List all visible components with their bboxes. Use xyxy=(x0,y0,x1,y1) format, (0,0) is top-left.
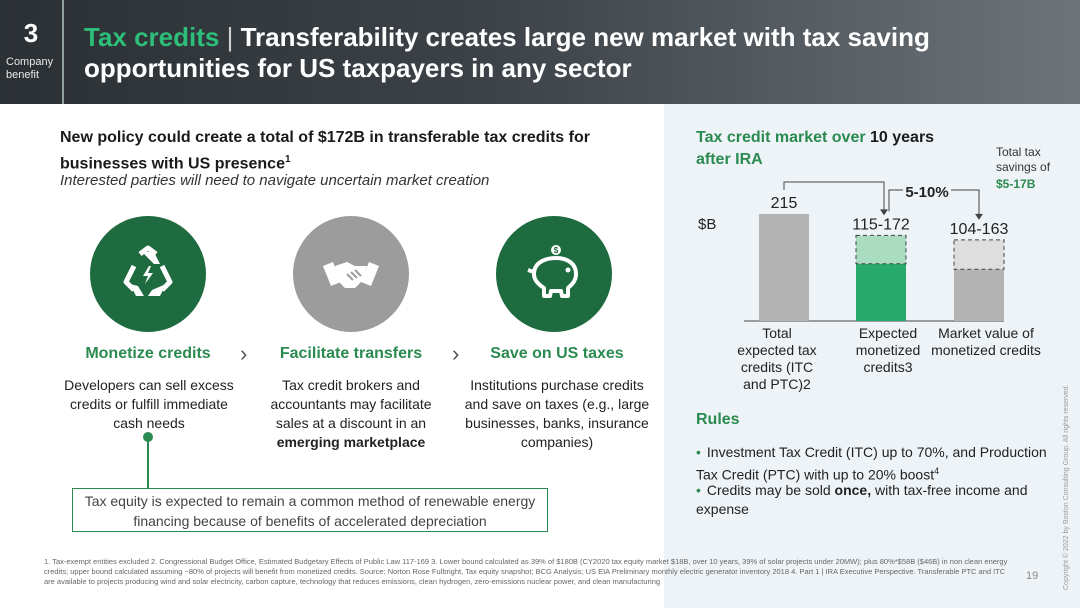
facilitate-circle xyxy=(293,216,409,332)
tax-equity-note: Tax equity is expected to remain a commo… xyxy=(72,488,548,532)
svg-text:$: $ xyxy=(554,246,559,255)
chart-title: Tax credit market over 10 years after IR… xyxy=(696,129,935,168)
intro-subheading: Interested parties will need to navigate… xyxy=(60,172,490,189)
page-number: 19 xyxy=(1026,570,1039,582)
connector-arrowhead xyxy=(975,213,983,220)
connector-line xyxy=(147,436,149,488)
annotation-percent: 5-10% xyxy=(905,184,948,201)
bar-monetized-range xyxy=(855,234,907,265)
rule-item: • Investment Tax Credit (ITC) up to 70%, … xyxy=(696,444,1047,483)
category-label: Expected monetized credits3 xyxy=(855,325,921,375)
step-desc-facilitate: Tax credit brokers and accountants may f… xyxy=(270,377,432,450)
section-marker: 3 Company benefit xyxy=(0,0,64,104)
intro-heading: New policy could create a total of $172B… xyxy=(60,129,590,173)
copyright: Copyright © 2022 by Boston Consulting Gr… xyxy=(1063,384,1070,590)
title-rest: Transferability creates large new market… xyxy=(84,22,930,83)
category-label: Total expected tax credits (ITC and PTC)… xyxy=(737,325,817,392)
right-panel xyxy=(664,104,1080,608)
chevron-right-icon: › xyxy=(240,341,248,366)
rule-item: • Credits may be sold once, with tax-free… xyxy=(696,482,1028,517)
step-title-save: Save on US taxes xyxy=(490,345,624,362)
bar-market-range xyxy=(953,239,1005,270)
value-label-monetized: 115-172 xyxy=(852,216,910,233)
section-label: Company benefit xyxy=(6,56,54,81)
step-title-facilitate: Facilitate transfers xyxy=(279,345,423,362)
title-separator: | xyxy=(226,22,234,52)
bar-market xyxy=(954,269,1004,321)
recycle-energy-icon xyxy=(123,245,173,296)
annotation-bg xyxy=(903,183,951,201)
tax-savings-value: $5-17B xyxy=(996,177,1036,191)
step-desc-monetize: Developers can sell excess credits or fu… xyxy=(64,377,234,431)
bar-total xyxy=(759,214,809,321)
section-number: 3 xyxy=(23,18,39,48)
piggy-bank-icon: $ xyxy=(527,245,578,298)
category-label: Market value of monetized credits xyxy=(931,325,1041,358)
tax-credit-chart: $B 215 115-172 104-163 5-10% xyxy=(698,181,1009,322)
handshake-icon xyxy=(323,262,379,288)
monetize-circle xyxy=(90,216,206,332)
title-highlight: Tax credits xyxy=(84,22,220,52)
connector-total-to-monetized xyxy=(783,181,885,212)
header-banner: 3 Company benefit Tax credits | Transfer… xyxy=(0,0,1080,104)
connector-arrowhead xyxy=(880,209,888,216)
tax-savings-label: Total tax savings of xyxy=(996,145,1051,174)
y-axis-label: $B xyxy=(698,216,716,233)
value-label-total: 215 xyxy=(771,195,798,212)
save-circle: $ xyxy=(496,216,612,332)
rules-heading: Rules xyxy=(696,411,740,428)
footnote: 1. Tax-exempt entities excluded 2. Congr… xyxy=(44,557,1008,586)
step-title-monetize: Monetize credits xyxy=(85,345,211,362)
value-label-market: 104-163 xyxy=(950,221,1009,238)
page-title: Tax credits | Transferability creates la… xyxy=(84,22,1004,84)
bar-monetized xyxy=(856,263,906,321)
step-desc-save: Institutions purchase credits and save o… xyxy=(464,377,650,450)
chevron-right-icon: › xyxy=(452,341,460,366)
